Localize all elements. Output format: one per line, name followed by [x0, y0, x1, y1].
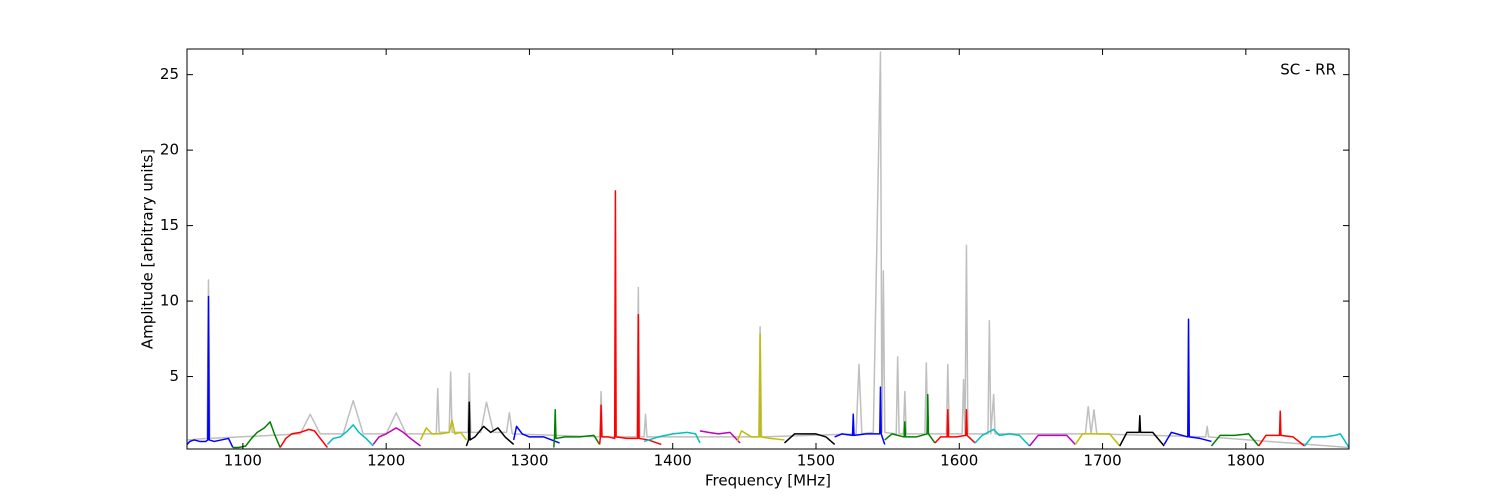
x-tick-label: 1200: [367, 452, 405, 470]
annotation: SC - RR: [1280, 61, 1336, 79]
series-line: [553, 409, 601, 448]
series-line: [232, 421, 281, 449]
x-tick-label: 1500: [797, 452, 835, 470]
x-tick-label: 1800: [1227, 452, 1265, 470]
series-line: [279, 428, 328, 448]
series-line: [643, 431, 701, 444]
x-tick-label: 1400: [654, 452, 692, 470]
series-line: [783, 433, 836, 446]
series-line: [834, 386, 886, 445]
series-line: [598, 190, 662, 446]
x-axis-label: Frequency [MHz]: [705, 472, 831, 490]
y-tick-label: 20: [160, 141, 179, 159]
series-line: [974, 428, 1031, 447]
series-line: [699, 430, 741, 444]
series-line: [1303, 433, 1349, 448]
series-line: [884, 393, 936, 444]
series-line: [1163, 318, 1212, 445]
x-tick-label: 1100: [224, 452, 262, 470]
plot-frame: [186, 48, 1350, 450]
plot-area: [187, 51, 1349, 449]
y-axis-label: Amplitude [arbitrary units]: [139, 149, 157, 349]
x-tick-label: 1300: [510, 452, 548, 470]
series-line: [187, 51, 1349, 449]
series-line: [465, 401, 515, 447]
series-line: [1074, 433, 1121, 447]
series-line: [187, 295, 234, 448]
x-tick-label: 1600: [940, 452, 978, 470]
x-tick-label: 1700: [1083, 452, 1121, 470]
series-line: [372, 427, 422, 447]
y-tick-label: 5: [169, 367, 179, 385]
y-tick-label: 10: [160, 292, 179, 310]
series-line: [326, 424, 374, 447]
series-line: [934, 409, 976, 444]
y-tick-label: 15: [160, 216, 179, 234]
series-line: [512, 425, 560, 444]
series-line: [1028, 434, 1076, 447]
y-tick-label: 25: [160, 65, 179, 83]
series-line: [1258, 410, 1306, 447]
series-line: [1119, 415, 1165, 447]
series-line: [419, 419, 467, 441]
series-line: [1210, 433, 1260, 447]
series-line: [736, 333, 785, 442]
